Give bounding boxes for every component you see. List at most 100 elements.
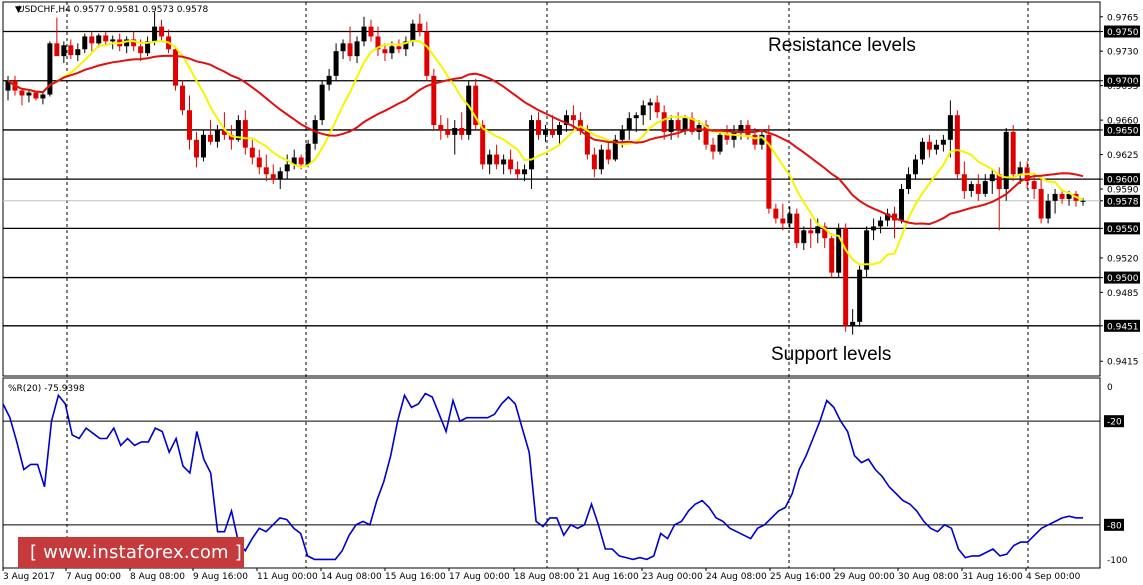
candle-body [682,118,688,130]
candle-body [522,169,528,175]
candle-body [347,43,353,57]
candle-body [403,41,409,50]
candle-body [298,157,304,165]
indicator-tick-label: -20 [1107,418,1122,428]
time-tick-label: 31 Aug 16:00 [962,572,1023,582]
candle-body [235,120,241,140]
candle-body [47,43,53,95]
price-tick-label: 0.9765 [1107,13,1139,23]
candle-body [794,213,800,244]
time-axis: 3 Aug 2017 7 Aug 00:00 8 Aug 08:00 9 Aug 16… [2,568,1081,582]
candle-body [26,92,32,96]
candle-body [724,134,730,140]
candle-body [424,31,430,76]
candle-body [82,36,88,50]
price-tick-label: 0.9590 [1107,186,1139,196]
candle-body [878,220,884,227]
candle-body [242,120,248,148]
candle-body [864,230,870,270]
candle-body [305,143,311,165]
candle-body [549,129,555,135]
candle-body [494,154,500,165]
time-tick-label: 11 Aug 00:00 [257,572,318,582]
candle-body [131,39,137,47]
price-label-box [1104,222,1140,235]
candle-body [647,102,653,106]
candle-body [389,46,395,54]
candle-body [438,125,444,130]
price-tick-label: 0.9660 [1107,117,1139,127]
candle-body [989,174,995,182]
candle-body [871,226,877,231]
candle-body [459,127,465,135]
candle-body [591,154,597,170]
candle-body [333,51,339,76]
candle-body [968,184,974,191]
candle-body [340,43,346,52]
candle-body [668,120,674,132]
candle-body [319,84,325,121]
candle-body [40,94,46,99]
candle-body [145,41,151,54]
candle-body [515,169,521,175]
candle-body [822,226,828,239]
candle-body [899,189,905,221]
candle-body [1045,200,1051,219]
williams-r-panel: 0 -20 -80 -100 [2,383,1128,566]
price-label-box [1104,74,1140,87]
candle-body [152,26,158,42]
candle-body [228,134,234,140]
price-tick-label: 0.9730 [1107,48,1139,58]
support-annotation: Support levels [771,344,891,365]
candle-body [815,226,821,234]
candle-body [361,26,367,42]
candle-body [905,174,911,189]
moving-averages [7,39,1084,266]
price-tick-label: 0.9625 [1107,151,1139,161]
price-tick-label: 0.9500 [1107,274,1139,284]
candle-body [1066,193,1072,199]
candle-body [703,125,709,145]
candle-body [612,139,618,160]
candle-body [710,144,716,152]
price-tick-label: 0.9550 [1107,225,1139,235]
candle-body [249,147,255,158]
candle-body [940,139,946,145]
candle-body [480,125,486,165]
time-tick-label: 14 Aug 08:00 [321,572,382,582]
candle-body [1052,193,1058,201]
price-tick-label: 0.9750 [1107,28,1139,38]
time-tick-label: 23 Aug 00:00 [642,572,703,582]
candle-body [5,80,11,91]
candle-body [633,115,639,119]
indicator-label-box [1104,518,1124,531]
candle-body [263,167,269,175]
indicator-tick-label: -100 [1107,556,1128,566]
candle-body [214,129,220,142]
resistance-annotation: Resistance levels [768,35,916,56]
time-tick-label: 3 Aug 2017 [3,572,55,582]
candle-body [291,157,297,165]
candle-body [836,228,842,273]
candle-body [543,129,548,135]
price-label-box [1104,271,1140,284]
candle-body [529,120,535,170]
time-tick-label: 30 Aug 08:00 [898,572,959,582]
candle-body [354,41,360,57]
slow-moving-average [7,54,1084,226]
candle-body [33,92,39,99]
candle-body [598,149,604,170]
candle-body [200,134,206,158]
candle-body [654,102,660,113]
watermark: [ www.instaforex.com ] [18,537,244,568]
candle-body [556,125,562,135]
candle-body [186,110,192,140]
chart-menu-icon[interactable]: ▼ [15,5,22,15]
price-label-box [1104,319,1140,332]
candle-body [270,174,276,180]
candle-body [745,125,751,135]
candle-body [159,26,165,37]
candle-body [75,49,81,56]
main-panel-border [2,1,1101,377]
